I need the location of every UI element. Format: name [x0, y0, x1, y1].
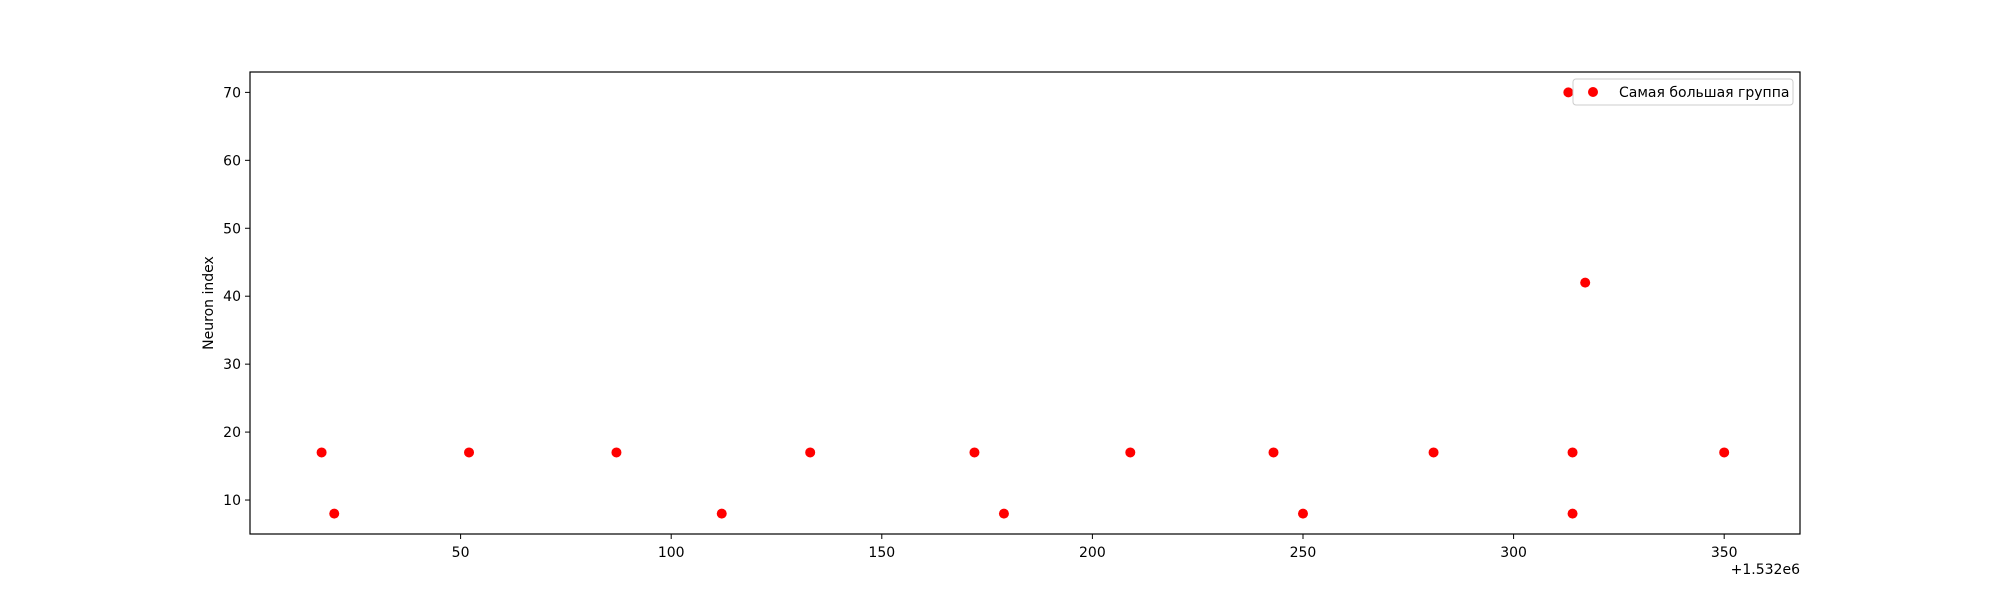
data-points	[316, 87, 1730, 519]
plot-frame	[249, 71, 1801, 535]
data-point	[316, 447, 327, 458]
legend-box	[1572, 78, 1794, 106]
legend-marker	[1588, 87, 1598, 97]
data-point	[969, 447, 980, 458]
data-point	[1580, 277, 1591, 288]
x-tick-label: 200	[1079, 545, 1106, 561]
y-tick-label: 50	[223, 221, 241, 237]
x-offset-label: +1.532e6	[1731, 562, 1800, 578]
data-point	[1567, 508, 1578, 519]
y-tick-label: 30	[223, 357, 241, 373]
data-point	[998, 508, 1009, 519]
x-tick-label: 150	[868, 545, 895, 561]
data-point	[1567, 447, 1578, 458]
x-axis-ticks: 50 100 150 200 250 300 350	[452, 534, 1738, 561]
data-point	[1719, 447, 1730, 458]
x-tick-label: 250	[1290, 545, 1317, 561]
y-tick-label: 10	[223, 493, 241, 509]
x-tick-label: 50	[452, 545, 470, 561]
legend: Самая большая группа	[1572, 78, 1794, 106]
data-point	[1125, 447, 1136, 458]
data-point	[1268, 447, 1279, 458]
y-tick-label: 60	[223, 153, 241, 169]
x-tick-label: 350	[1711, 545, 1738, 561]
data-point	[716, 508, 727, 519]
data-point	[805, 447, 816, 458]
y-axis-label: Neuron index	[201, 256, 217, 350]
legend-label: Самая большая группа	[1619, 85, 1789, 101]
data-point	[1428, 447, 1439, 458]
plot-area	[250, 72, 1800, 534]
y-tick-label: 20	[223, 425, 241, 441]
data-point	[329, 508, 340, 519]
y-tick-label: 70	[223, 85, 241, 101]
data-point	[611, 447, 622, 458]
y-axis-ticks: 10 20 30 40 50 60 70	[223, 85, 250, 509]
data-point	[1297, 508, 1308, 519]
data-point	[1563, 87, 1574, 98]
data-point	[464, 447, 475, 458]
x-tick-label: 100	[658, 545, 685, 561]
x-tick-label: 300	[1500, 545, 1527, 561]
y-tick-label: 40	[223, 289, 241, 305]
